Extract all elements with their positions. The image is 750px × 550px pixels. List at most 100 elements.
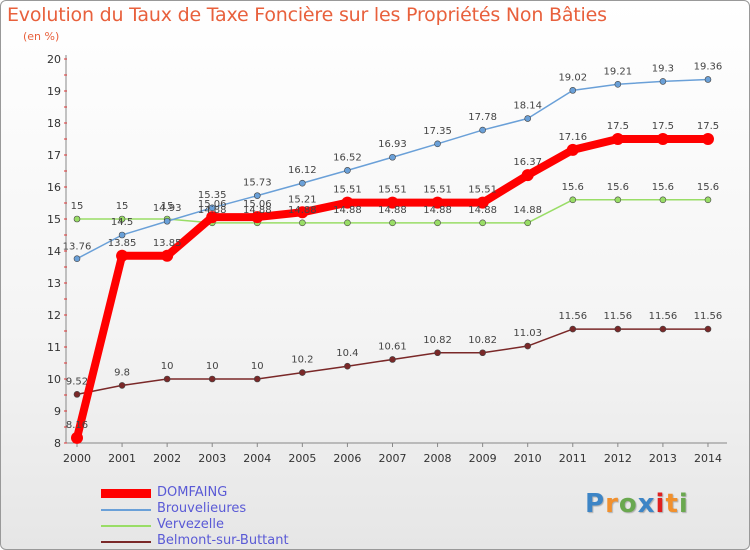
series-line-brouvelieures	[76, 78, 709, 260]
point-brouvelieures	[704, 76, 712, 83]
data-label-domfaing: 17.5	[607, 121, 629, 132]
data-labels: 8.16 13.85 13.85 15.06 15.06 15.21 15.51 15.51 1…	[63, 61, 723, 430]
data-label-vervezelle: 15.6	[652, 182, 674, 193]
point-domfaing	[71, 431, 83, 444]
point-vervezelle	[389, 219, 396, 227]
line-chart: 8 9 10 11 12 13 14 15 16 17 18 19 20 2000 2001 2002 2003…	[47, 53, 727, 465]
data-label-domfaing: 15.51	[468, 185, 497, 196]
point-domfaing	[116, 249, 129, 262]
x-tick-label: 2013	[649, 452, 677, 465]
point-vervezelle	[118, 215, 126, 223]
data-label-belmont-sur-buttant: 10.4	[336, 348, 358, 359]
data-label-vervezelle: 15.6	[562, 182, 584, 193]
y-tick-label: 18	[47, 117, 61, 130]
data-label-brouvelieures: 19.02	[558, 72, 587, 83]
data-label-domfaing: 17.5	[697, 121, 719, 132]
data-label-belmont-sur-buttant: 9.52	[66, 376, 88, 387]
point-brouvelieures	[524, 115, 532, 122]
point-vervezelle	[479, 219, 486, 227]
point-domfaing	[431, 196, 444, 209]
data-label-belmont-sur-buttant: 9.8	[114, 367, 130, 378]
point-belmont-sur-buttant	[73, 391, 81, 398]
y-tick-label: 12	[47, 309, 61, 322]
point-vervezelle	[704, 196, 712, 204]
data-label-vervezelle: 14.88	[198, 205, 227, 216]
x-tick-label: 2009	[469, 452, 497, 465]
data-label-brouvelieures: 14.5	[111, 217, 133, 228]
point-brouvelieures	[163, 217, 171, 225]
data-label-brouvelieures: 19.36	[694, 61, 723, 72]
point-belmont-sur-buttant	[659, 325, 667, 333]
data-label-belmont-sur-buttant: 10.2	[291, 355, 313, 366]
point-brouvelieures	[344, 167, 351, 174]
x-tick-label: 2006	[333, 452, 361, 465]
point-brouvelieures	[253, 192, 261, 199]
data-label-vervezelle: 14.88	[423, 205, 452, 216]
data-label-domfaing: 17.16	[558, 132, 587, 143]
y-tick-label: 9	[54, 405, 61, 418]
legend-swatch-vervezelle	[101, 525, 151, 527]
data-label-domfaing: 15.51	[423, 185, 452, 196]
point-domfaing	[521, 169, 534, 182]
point-domfaing	[611, 133, 624, 145]
x-tick-label: 2004	[243, 452, 271, 465]
data-label-domfaing: 15.51	[333, 185, 362, 196]
point-brouvelieures	[659, 78, 667, 85]
point-vervezelle	[659, 196, 667, 204]
x-tick-label: 2003	[198, 452, 226, 465]
point-vervezelle	[614, 196, 622, 204]
point-vervezelle	[73, 215, 81, 223]
point-belmont-sur-buttant	[614, 325, 622, 333]
data-label-domfaing: 15.21	[288, 194, 317, 205]
data-label-brouvelieures: 16.12	[288, 165, 317, 176]
point-vervezelle	[434, 219, 441, 227]
point-vervezelle	[524, 219, 532, 227]
point-belmont-sur-buttant	[569, 325, 577, 333]
data-label-vervezelle: 15	[116, 201, 129, 212]
x-tick-label: 2011	[559, 452, 587, 465]
legend-swatch-brouvelieures	[101, 509, 151, 511]
chart-title: Evolution du Taux de Taxe Foncière sur l…	[7, 4, 607, 26]
point-belmont-sur-buttant	[434, 349, 441, 357]
data-label-domfaing: 13.85	[153, 238, 182, 249]
data-label-brouvelieures: 16.52	[333, 152, 362, 163]
y-tick-label: 8	[54, 437, 61, 450]
point-belmont-sur-buttant	[208, 375, 216, 383]
data-label-brouvelieures: 19.3	[652, 63, 674, 74]
point-vervezelle	[344, 219, 351, 227]
data-label-domfaing: 13.85	[108, 238, 137, 249]
data-label-vervezelle: 14.88	[288, 205, 317, 216]
point-belmont-sur-buttant	[299, 369, 306, 376]
data-label-vervezelle: 15.6	[697, 182, 719, 193]
point-belmont-sur-buttant	[118, 382, 126, 389]
point-belmont-sur-buttant	[524, 342, 532, 350]
data-label-vervezelle: 15.6	[607, 182, 629, 193]
point-brouvelieures	[118, 231, 126, 239]
x-tick-label: 2010	[514, 452, 542, 465]
point-brouvelieures	[389, 153, 396, 161]
legend-label-brouvelieures: Brouvelieures	[157, 501, 247, 516]
data-label-domfaing: 16.37	[513, 157, 542, 168]
point-vervezelle	[569, 196, 577, 204]
data-label-brouvelieures: 17.78	[468, 112, 497, 123]
legend-label-vervezelle: Vervezelle	[157, 517, 224, 532]
y-tick-label: 19	[47, 85, 61, 98]
point-brouvelieures	[208, 204, 216, 212]
series-lines	[71, 76, 714, 444]
point-domfaing	[161, 249, 174, 262]
data-label-domfaing: 15.06	[198, 199, 227, 210]
legend-label-belmont: Belmont-sur-Buttant	[157, 533, 289, 548]
x-tick-label: 2008	[424, 452, 452, 465]
legend-swatch-domfaing	[101, 489, 151, 498]
x-tick-label: 2014	[694, 452, 722, 465]
legend-label-domfaing: DOMFAING	[157, 485, 228, 500]
y-tick-label: 11	[47, 341, 61, 354]
data-label-domfaing: 15.51	[378, 185, 407, 196]
x-tick-label: 2002	[153, 452, 181, 465]
data-label-brouvelieures: 13.76	[63, 242, 92, 253]
data-label-belmont-sur-buttant: 10.82	[423, 335, 452, 346]
data-label-belmont-sur-buttant: 11.56	[604, 311, 633, 322]
point-domfaing	[476, 196, 489, 209]
point-brouvelieures	[299, 179, 306, 187]
